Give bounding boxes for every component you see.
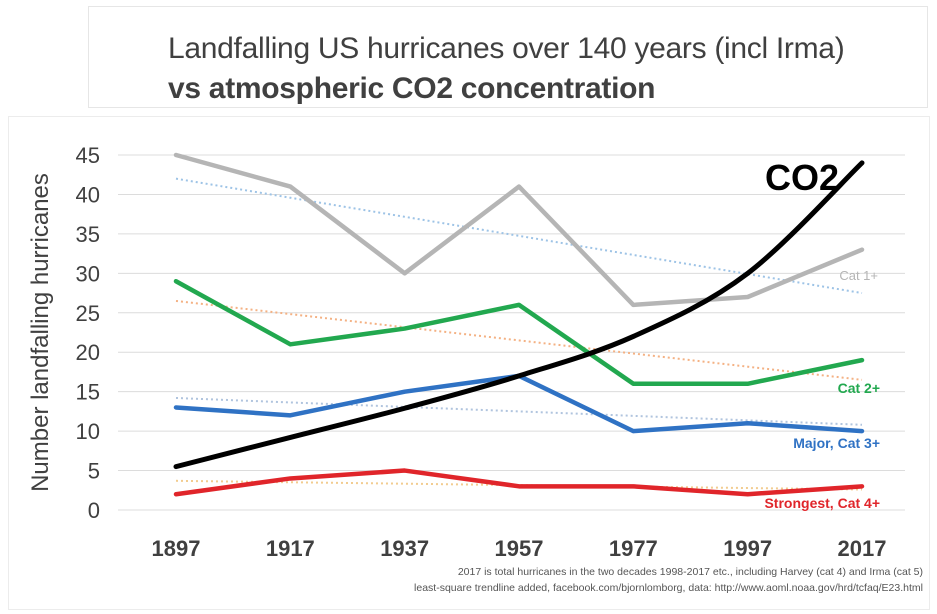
x-tick-label: 2017 [838,536,887,561]
data-point [174,492,178,496]
series-label: CO2 [765,157,839,198]
y-tick-label: 45 [76,143,100,168]
data-point [631,429,635,433]
series-label: Strongest, Cat 4+ [764,495,880,511]
y-tick-label: 0 [88,498,100,523]
x-tick-label: 1917 [266,536,315,561]
x-tick-label: 1977 [609,536,658,561]
series-line-4 [173,160,865,470]
x-tick-label: 1897 [152,536,201,561]
series-label: Major, Cat 3+ [793,435,880,451]
series-line-1 [173,278,865,387]
x-tick-label: 1937 [380,536,429,561]
data-point [745,382,749,386]
chart-title-line-2: vs atmospheric CO2 concentration [168,72,656,105]
data-point [745,421,749,425]
data-point [402,271,406,275]
data-point [402,389,406,393]
trendline-series-0 [175,177,863,295]
title-box [88,6,928,108]
y-tick-label: 25 [76,301,100,326]
series-line-3 [173,468,865,497]
series-label: Cat 2+ [838,380,880,396]
data-point [517,484,521,488]
data-point [174,464,178,468]
data-point [860,484,864,488]
y-tick-label: 15 [76,380,100,405]
plot-frame [8,116,930,610]
data-point [174,279,178,283]
data-point [517,374,521,378]
data-point [860,358,864,362]
data-point [288,476,292,480]
data-point [860,161,864,165]
series-label: Cat 1+ [839,268,878,283]
series-line-0 [173,152,865,308]
series-line-2 [173,373,865,434]
data-point [631,334,635,338]
y-tick-label: 40 [76,182,100,207]
data-point [174,153,178,157]
y-tick-label: 30 [76,261,100,286]
data-point [631,303,635,307]
data-point [288,342,292,346]
data-point [745,271,749,275]
data-point [745,295,749,299]
data-point [288,413,292,417]
trendline-series-1 [175,299,863,381]
y-tick-label: 20 [76,340,100,365]
data-point [860,429,864,433]
y-tick-label: 10 [76,419,100,444]
data-point [288,435,292,439]
data-point [402,468,406,472]
data-point [402,406,406,410]
data-point [288,184,292,188]
source-note-1: 2017 is total hurricanes in the two deca… [457,566,923,578]
trendline-series-3 [175,479,863,491]
source-note-2: least-square trendline added, facebook.c… [414,582,923,594]
data-point [860,247,864,251]
x-tick-label: 1957 [495,536,544,561]
y-axis-label: Number landfalling hurricanes [27,173,54,492]
data-point [631,484,635,488]
trendline-series-2 [175,396,863,426]
y-tick-label: 5 [88,459,100,484]
data-point [517,303,521,307]
chart-title-line-1: Landfalling US hurricanes over 140 years… [168,32,845,65]
data-point [745,492,749,496]
x-tick-label: 1997 [723,536,772,561]
y-tick-label: 35 [76,222,100,247]
data-point [174,405,178,409]
data-point [631,382,635,386]
data-point [402,326,406,330]
data-point [517,184,521,188]
